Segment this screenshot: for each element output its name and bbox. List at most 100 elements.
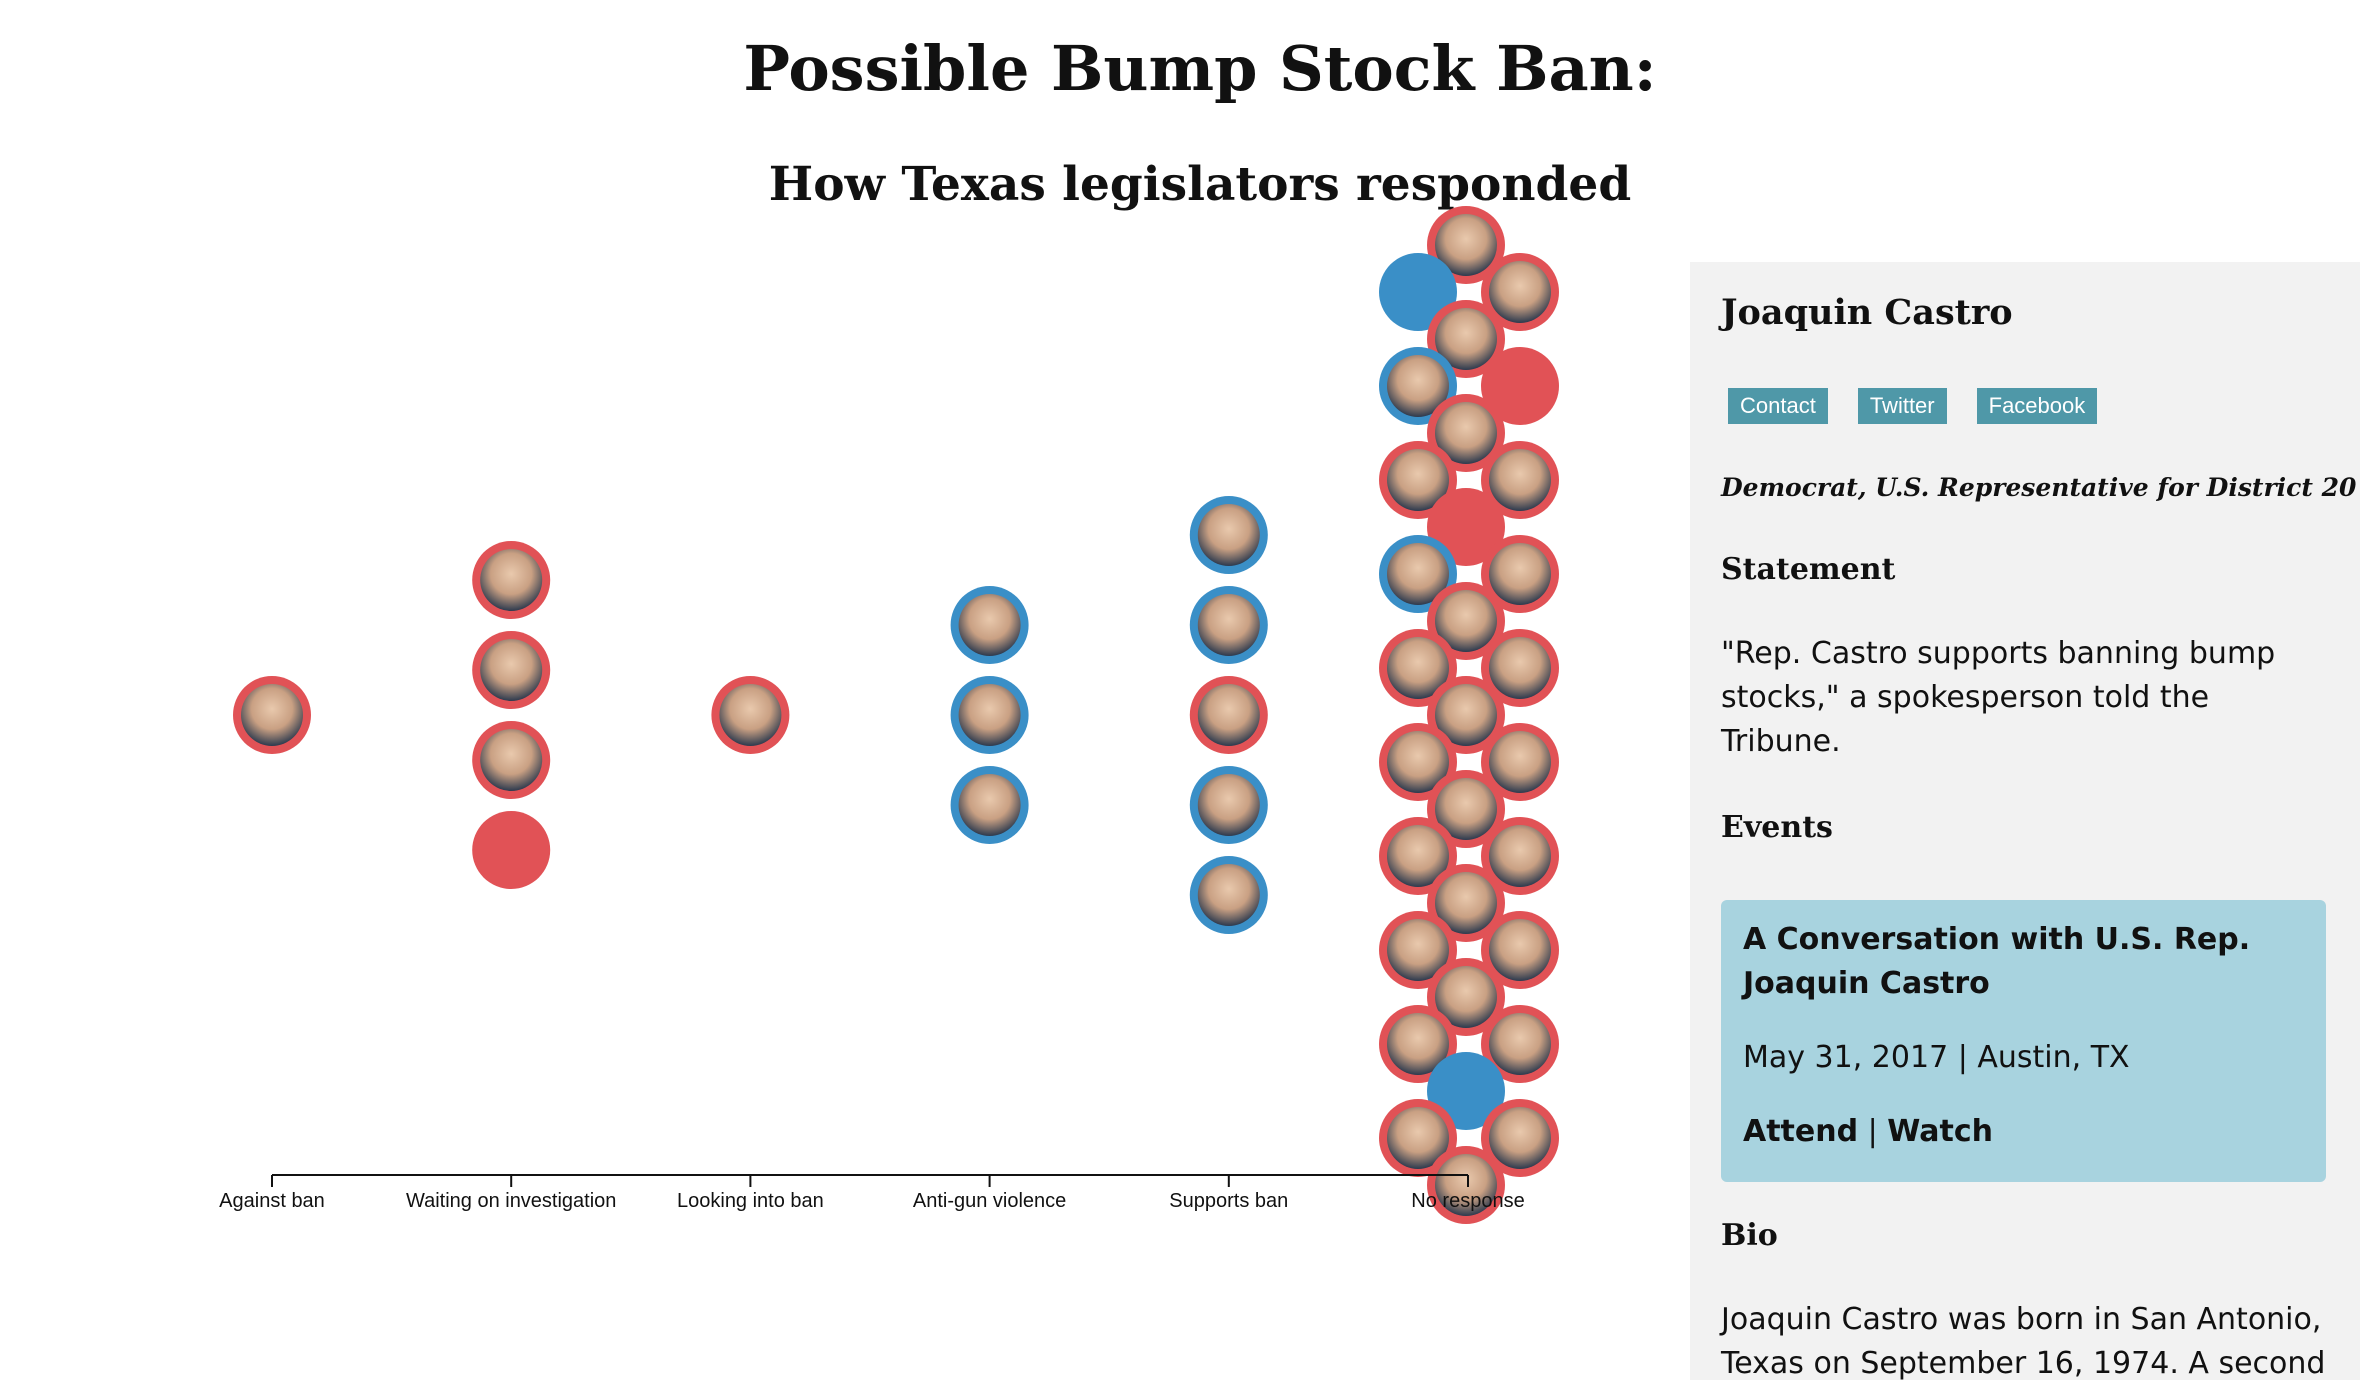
legislator-marker[interactable] (1379, 253, 1457, 331)
event-location: Austin, TX (1977, 1040, 2130, 1075)
legislator-marker[interactable] (472, 631, 551, 709)
legislator-photo (1435, 402, 1497, 464)
x-tick-label: Anti-gun violence (913, 1190, 1066, 1212)
legislator-marker[interactable] (1427, 1052, 1505, 1130)
legislator-marker[interactable] (1481, 253, 1559, 331)
legislator-marker[interactable] (1481, 1099, 1559, 1177)
legislator-photo (1387, 1013, 1449, 1075)
legislator-marker[interactable] (1481, 441, 1559, 519)
legislator-marker[interactable] (1379, 723, 1457, 801)
event-meta: May 31, 2017 | Austin, TX (1743, 1036, 2304, 1080)
legislator-photo (958, 594, 1021, 656)
event-separator: | (1957, 1040, 1968, 1075)
legislator-marker[interactable] (1379, 911, 1457, 989)
x-tick-label: Looking into ban (677, 1190, 824, 1212)
legislator-marker[interactable] (472, 721, 551, 799)
response-beeswarm-chart: Against ban Waiting on investigation Looki… (219, 206, 1559, 1224)
legislator-marker[interactable] (1379, 441, 1457, 519)
legislator-marker[interactable] (1481, 1005, 1559, 1083)
legislator-photo (958, 684, 1021, 746)
marker-no-photo (1481, 347, 1559, 425)
contact-link[interactable]: Contact (1728, 388, 1828, 424)
legislator-marker[interactable] (1427, 300, 1505, 378)
legislator-photo (958, 774, 1021, 836)
legislator-marker[interactable] (1379, 629, 1457, 707)
legislator-photo (1489, 543, 1551, 605)
legislator-photo (1435, 590, 1497, 652)
legislator-photo (1435, 966, 1497, 1028)
legislator-marker[interactable] (1189, 496, 1268, 574)
legislator-marker[interactable] (1427, 676, 1505, 754)
legislator-photo (1197, 864, 1260, 926)
marker-no-photo (1427, 488, 1505, 566)
legislator-marker[interactable] (1379, 347, 1457, 425)
event-title: A Conversation with U.S. Rep. Joaquin Ca… (1743, 922, 2251, 1001)
x-tick-label: Against ban (219, 1190, 325, 1212)
legislator-marker[interactable] (1427, 206, 1505, 284)
facebook-link[interactable]: Facebook (1976, 388, 2098, 424)
legislator-photo (1387, 731, 1449, 793)
legislator-marker[interactable] (1189, 766, 1268, 844)
watch-link[interactable]: Watch (1887, 1114, 1994, 1149)
legislator-marker[interactable] (1427, 394, 1505, 472)
legislator-photo (1197, 774, 1260, 836)
legislator-marker[interactable] (1481, 911, 1559, 989)
legislator-photo (241, 684, 303, 746)
legislator-marker[interactable] (711, 676, 790, 754)
legislator-photo (480, 729, 543, 791)
attend-link[interactable]: Attend (1743, 1114, 1859, 1149)
legislator-marker[interactable] (1427, 1146, 1505, 1224)
legislator-detail-panel: Joaquin Castro Contact Twitter Facebook … (1690, 262, 2360, 1380)
legislator-marker[interactable] (1427, 958, 1505, 1036)
legislator-photo (480, 549, 543, 611)
legislator-photo (1435, 684, 1497, 746)
legislator-marker[interactable] (1379, 1099, 1457, 1177)
legislator-photo (1197, 684, 1260, 746)
legislator-photo (1435, 778, 1497, 840)
legislator-photo (1489, 261, 1551, 323)
legislator-photo (1435, 214, 1497, 276)
legislator-photo (1387, 355, 1449, 417)
legislator-marker[interactable] (1427, 488, 1505, 566)
legislator-photo (1387, 919, 1449, 981)
legislator-marker[interactable] (1481, 817, 1559, 895)
page-subtitle: How Texas legislators responded (768, 157, 1632, 212)
twitter-link[interactable]: Twitter (1857, 388, 1947, 424)
legislator-marker[interactable] (950, 586, 1029, 664)
legislator-marker[interactable] (950, 676, 1029, 754)
legislator-photo (719, 684, 782, 746)
legislator-marker[interactable] (1189, 586, 1268, 664)
page-title: Possible Bump Stock Ban: (743, 32, 1657, 105)
legislator-name: Joaquin Castro (1721, 292, 2013, 333)
legislator-marker[interactable] (1481, 347, 1559, 425)
legislator-marker[interactable] (1427, 770, 1505, 848)
legislator-photo (1435, 308, 1497, 370)
legislator-photo (1387, 543, 1449, 605)
x-tick-label: No response (1411, 1190, 1524, 1212)
legislator-photo (1435, 872, 1497, 934)
legislator-marker[interactable] (472, 811, 551, 889)
legislator-photo (1489, 1013, 1551, 1075)
legislator-marker[interactable] (1379, 535, 1457, 613)
legislator-marker[interactable] (1427, 582, 1505, 660)
legislator-photo (1435, 1154, 1497, 1216)
legislator-marker[interactable] (1481, 629, 1559, 707)
legislator-markers (233, 206, 1559, 1224)
legislator-marker[interactable] (1189, 676, 1268, 754)
legislator-marker[interactable] (1481, 723, 1559, 801)
legislator-photo (1197, 504, 1260, 566)
legislator-marker[interactable] (233, 676, 311, 754)
legislator-marker[interactable] (1427, 864, 1505, 942)
legislator-marker[interactable] (950, 766, 1029, 844)
legislator-photo (1489, 731, 1551, 793)
marker-no-photo (472, 811, 551, 889)
legislator-marker[interactable] (1481, 535, 1559, 613)
legislator-photo (1387, 637, 1449, 699)
legislator-marker[interactable] (472, 541, 551, 619)
legislator-marker[interactable] (1379, 817, 1457, 895)
legislator-marker[interactable] (1189, 856, 1268, 934)
legislator-marker[interactable] (1379, 1005, 1457, 1083)
statement-heading: Statement (1721, 552, 1896, 587)
bio-text: Joaquin Castro was born in San Antonio, … (1721, 1302, 2326, 1380)
marker-no-photo (1427, 1052, 1505, 1130)
